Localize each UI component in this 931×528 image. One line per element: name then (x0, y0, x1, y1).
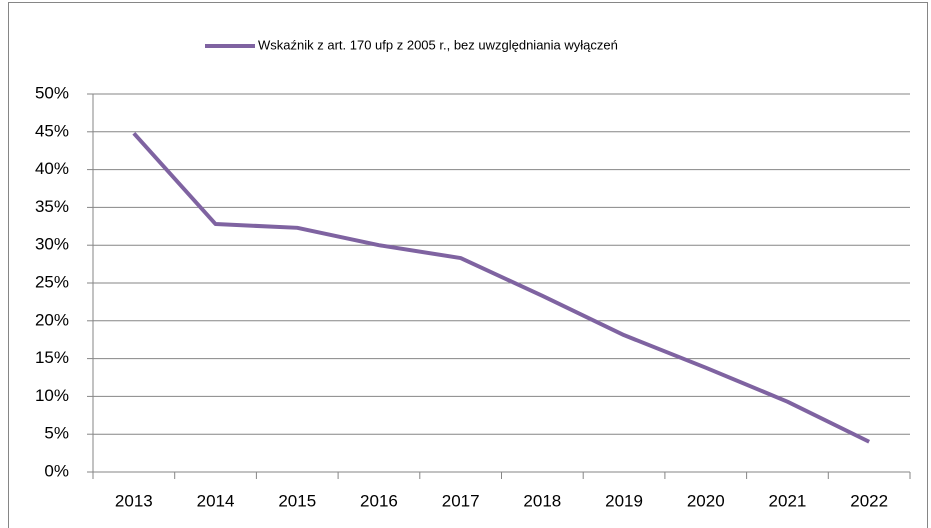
x-tick-label: 2013 (115, 491, 153, 510)
legend-label: Wskaźnik z art. 170 ufp z 2005 r., bez u… (258, 37, 618, 52)
y-tick-label: 45% (35, 121, 69, 140)
x-tick-label: 2020 (687, 491, 725, 510)
x-tick-label: 2017 (442, 491, 480, 510)
y-tick-label: 50% (35, 83, 69, 102)
y-tick-label: 35% (35, 197, 69, 216)
x-tick-label: 2019 (605, 491, 643, 510)
y-tick-label: 15% (35, 348, 69, 367)
x-tick-label: 2022 (850, 491, 888, 510)
y-tick-label: 10% (35, 386, 69, 405)
x-tick-label: 2021 (769, 491, 807, 510)
y-tick-label: 40% (35, 159, 69, 178)
y-tick-label: 5% (44, 424, 69, 443)
x-tick-label: 2016 (360, 491, 398, 510)
x-tick-label: 2015 (278, 491, 316, 510)
y-tick-label: 0% (44, 461, 69, 480)
x-tick-label: 2018 (523, 491, 561, 510)
y-tick-label: 25% (35, 272, 69, 291)
x-tick-label: 2014 (197, 491, 235, 510)
y-tick-label: 30% (35, 235, 69, 254)
y-tick-label: 20% (35, 310, 69, 329)
series-line (132, 131, 871, 444)
chart-frame (8, 2, 928, 528)
